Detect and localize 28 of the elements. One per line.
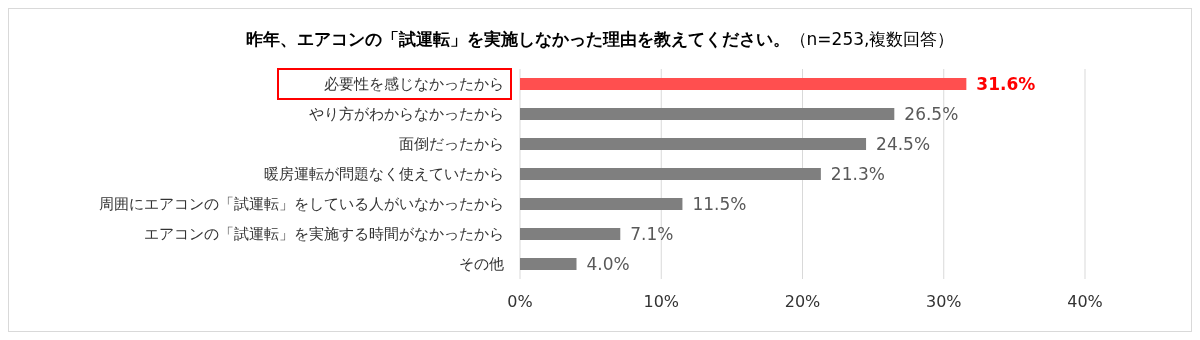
chart-title: 昨年、エアコンの「試運転」を実施しなかった理由を教えてください。 — [245, 29, 790, 49]
y-tick-label: 必要性を感じなかったから — [324, 75, 504, 94]
data-label: 26.5% — [904, 103, 959, 124]
bar — [520, 78, 967, 90]
data-label: 31.6% — [976, 73, 1036, 94]
bar — [520, 138, 867, 150]
x-tick-label: 20% — [784, 292, 821, 311]
y-tick-label: 面倒だったから — [399, 135, 504, 154]
data-label: 21.3% — [830, 163, 885, 184]
bar — [520, 228, 621, 240]
y-tick-label: エアコンの「試運転」を実施する時間がなかったから — [144, 225, 504, 244]
data-label: 4.0% — [586, 253, 630, 274]
bar — [520, 108, 895, 120]
y-tick-label: 暖房運転が問題なく使えていたから — [264, 165, 504, 184]
data-label: 7.1% — [630, 223, 674, 244]
data-label: 11.5% — [692, 193, 747, 214]
x-tick-label: 30% — [925, 292, 962, 311]
y-tick-label: その他 — [459, 255, 504, 274]
data-label: 24.5% — [876, 133, 931, 154]
x-tick-label: 0% — [507, 292, 533, 311]
x-tick-label: 10% — [643, 292, 680, 311]
bar — [520, 258, 577, 270]
chart-subtitle: （n=253,複数回答） — [789, 29, 955, 49]
x-tick-label: 40% — [1067, 292, 1103, 311]
bar — [520, 168, 821, 180]
y-tick-label: やり方がわからなかったから — [309, 105, 504, 124]
y-tick-label: 周囲にエアコンの「試運転」をしている人がいなかったから — [99, 195, 504, 214]
bar — [520, 198, 683, 210]
